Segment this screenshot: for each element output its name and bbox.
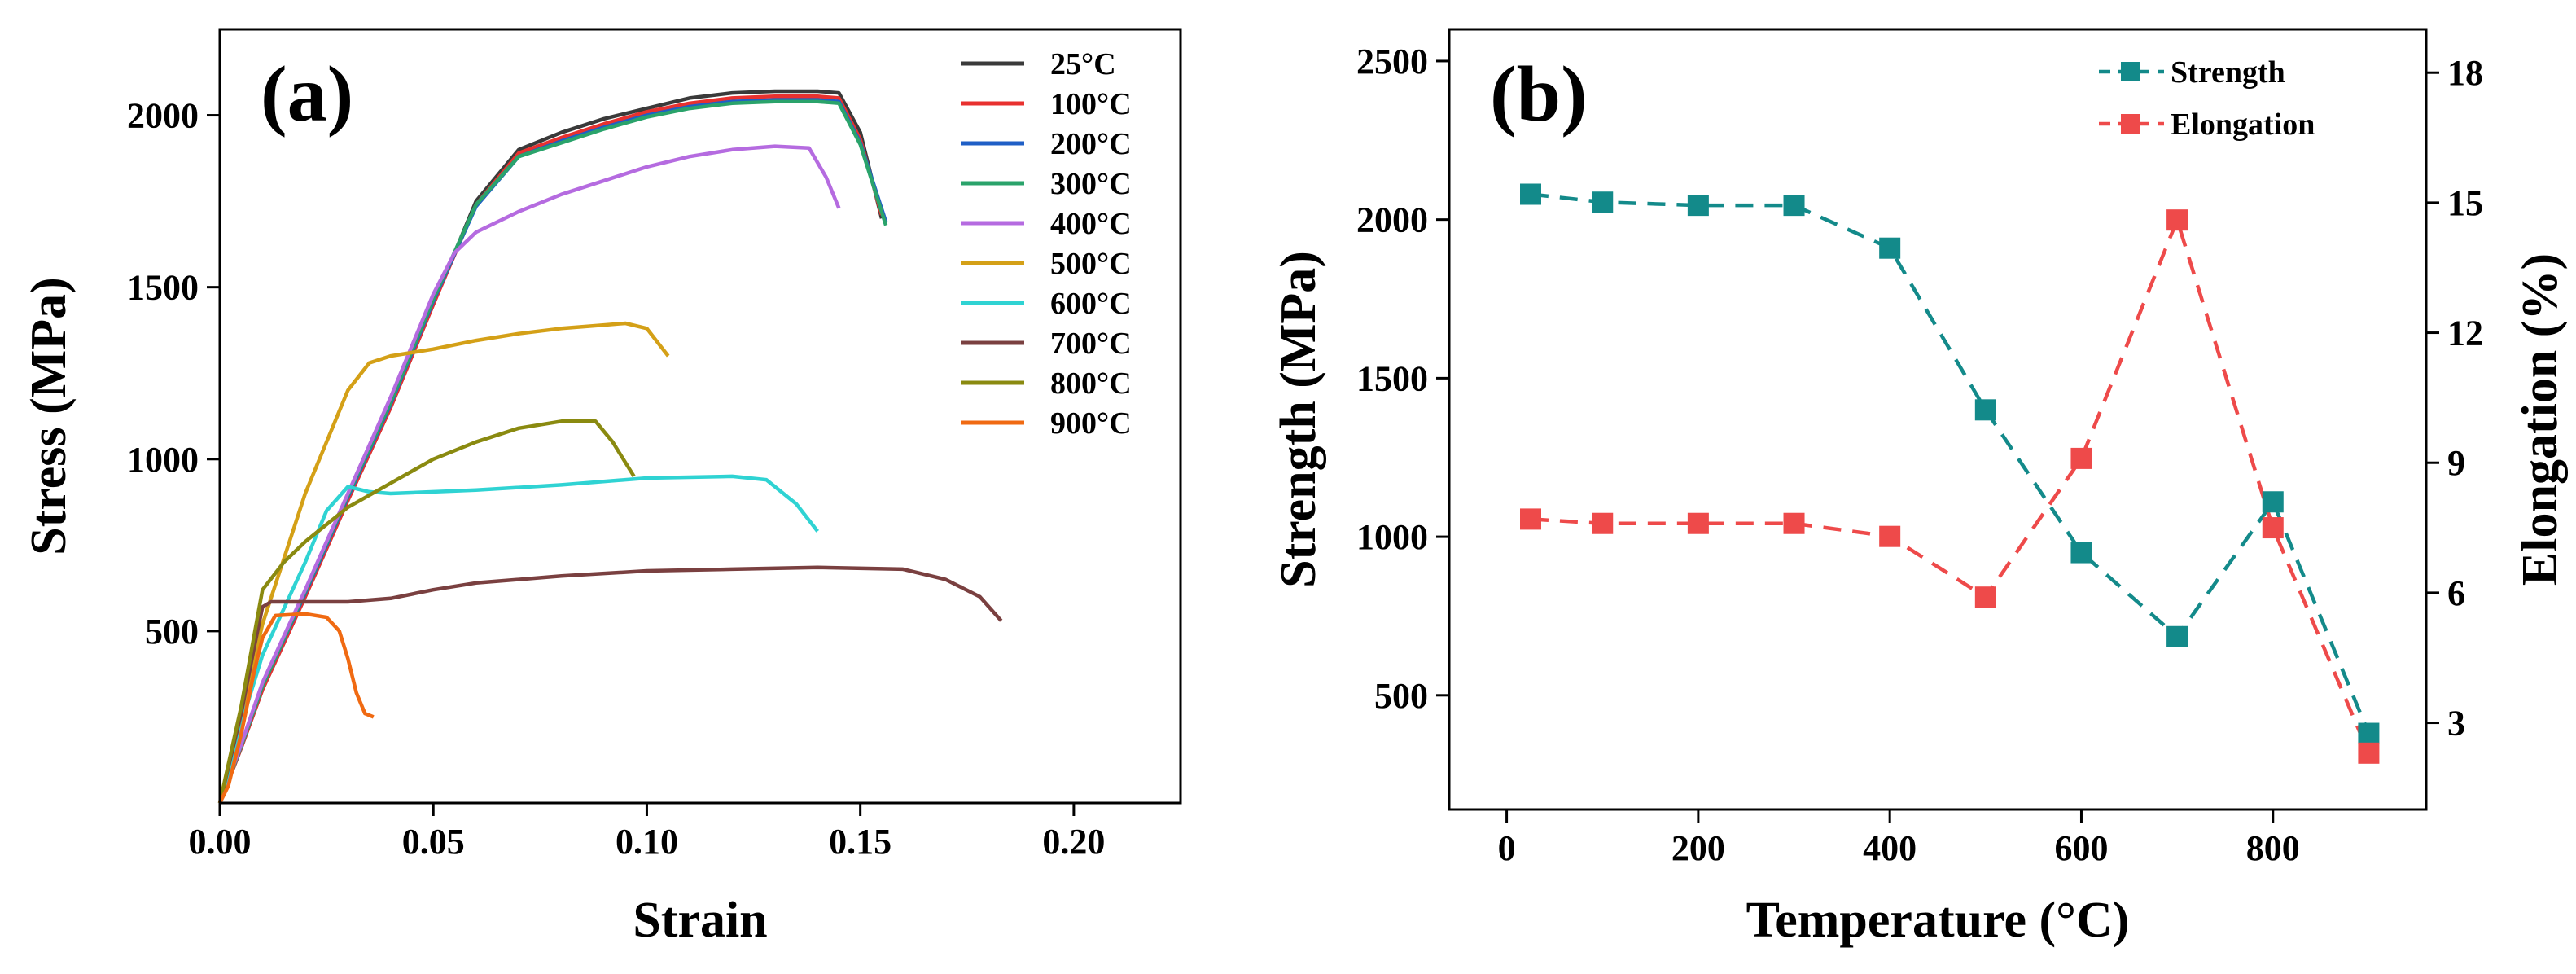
series-line-5 (217, 321, 670, 804)
panel-b-plot-frame (1448, 28, 2428, 811)
legend-label-6: 600°C (1050, 287, 1132, 321)
elongation-marker (2358, 742, 2380, 764)
panel-b-strength-elongation-chart: 0 200 400 600 800 500 1000 1500 2000 2500 3 6 9 12 15 1… (1271, 28, 2568, 948)
y-tick-label-left: 2000 (1356, 200, 1428, 240)
panel-a-y-axis-title: Stress (MPa) (21, 277, 77, 555)
panel-b-y-axis-title-left: Strength (MPa) (1271, 251, 1326, 588)
panel-b-x-axis-title: Temperature (°C) (1746, 893, 2130, 948)
strength-marker (1687, 195, 1709, 217)
y-tick-label: 500 (145, 612, 199, 652)
strength-marker (2358, 722, 2380, 744)
legend-label-strength: Strength (2171, 55, 2285, 90)
strength-marker (2070, 542, 2092, 564)
strength-marker (2262, 491, 2284, 513)
series-line-7 (217, 565, 1003, 804)
elongation-marker (1783, 512, 1805, 534)
strength-marker (1592, 191, 1614, 213)
x-tick-label: 0.20 (1042, 822, 1105, 862)
elongation-line (1530, 214, 2371, 754)
series-line-9 (217, 612, 375, 805)
legend-marker-strength (2121, 62, 2140, 81)
legend-label-8: 800°C (1050, 366, 1132, 401)
y-tick-label-right: 9 (2447, 443, 2465, 483)
legend-label-7: 700°C (1050, 327, 1132, 361)
panel-a-x-axis-title: Strain (633, 893, 767, 948)
x-tick-label: 400 (1863, 828, 1917, 868)
strength-marker (1520, 183, 1541, 205)
y-tick-label-right: 12 (2447, 314, 2483, 353)
y-tick-label-right: 6 (2447, 573, 2465, 613)
x-tick-label: 800 (2246, 828, 2300, 868)
elongation-marker (2166, 209, 2188, 231)
y-tick-label: 1500 (127, 268, 199, 308)
panel-a-label: (a) (261, 50, 353, 138)
elongation-marker (2262, 517, 2284, 539)
elongation-marker (1592, 512, 1614, 534)
elongation-marker (1520, 508, 1541, 530)
panel-b-legend: Strength Elongation (2099, 55, 2315, 142)
y-tick-label-left: 2500 (1356, 42, 1428, 81)
elongation-marker (1687, 512, 1709, 534)
legend-label-2: 200°C (1050, 127, 1132, 161)
legend-marker-elongation (2121, 114, 2140, 134)
panel-a-series-lines (217, 89, 1003, 805)
x-tick-label: 0.00 (189, 822, 252, 862)
panel-a-plot-frame (218, 28, 1182, 805)
series-line-2 (217, 98, 888, 804)
strength-marker (1783, 195, 1805, 217)
strength-marker (1974, 399, 1996, 421)
x-tick-label: 600 (2054, 828, 2108, 868)
strength-line (1530, 192, 2371, 735)
y-tick-label-right: 18 (2447, 53, 2483, 93)
panel-b-y-axis-title-right: Elongation (%) (2512, 253, 2568, 586)
legend-label-4: 400°C (1050, 207, 1132, 241)
elongation-marker (2070, 447, 2092, 469)
strength-marker (2166, 625, 2188, 647)
legend-label-0: 25°C (1050, 47, 1116, 81)
y-tick-label-right: 15 (2447, 183, 2483, 223)
y-tick-label-left: 500 (1374, 676, 1428, 716)
x-tick-label: 0.05 (402, 822, 465, 862)
series-line-8 (217, 419, 636, 804)
panel-a-legend: 25°C 100°C 200°C 300°C 400°C 500°C 600°C 700°C 8… (961, 47, 1132, 441)
y-tick-label-left: 1000 (1356, 517, 1428, 557)
series-line-3 (217, 99, 888, 804)
legend-label-3: 300°C (1050, 167, 1132, 201)
x-tick-label: 200 (1671, 828, 1725, 868)
series-line-1 (217, 94, 884, 804)
elongation-marker (1879, 525, 1901, 547)
series-line-6 (217, 474, 819, 804)
legend-label-5: 500°C (1050, 247, 1132, 281)
y-tick-label: 2000 (127, 96, 199, 136)
y-tick-label-right: 3 (2447, 704, 2465, 744)
y-tick-label: 1000 (127, 440, 199, 480)
series-line-4 (217, 144, 841, 804)
panel-a-axis-ticks: 0.00 0.05 0.10 0.15 0.20 500 1000 1500 2000 (127, 96, 1105, 862)
legend-label-9: 900°C (1050, 406, 1132, 441)
legend-label-1: 100°C (1050, 87, 1132, 121)
panel-b-label: (b) (1490, 50, 1588, 138)
x-tick-label: 0.10 (616, 822, 678, 862)
elongation-marker (1974, 586, 1996, 608)
strength-marker (1879, 237, 1901, 259)
x-tick-label: 0 (1498, 828, 1516, 868)
panel-b-series (1520, 183, 2380, 764)
y-tick-label-left: 1500 (1356, 358, 1428, 398)
legend-label-elongation: Elongation (2171, 107, 2315, 142)
panel-b-axis-ticks: 0 200 400 600 800 500 1000 1500 2000 2500 3 6 9 12 15 1… (1356, 42, 2483, 868)
x-tick-label: 0.15 (829, 822, 892, 862)
